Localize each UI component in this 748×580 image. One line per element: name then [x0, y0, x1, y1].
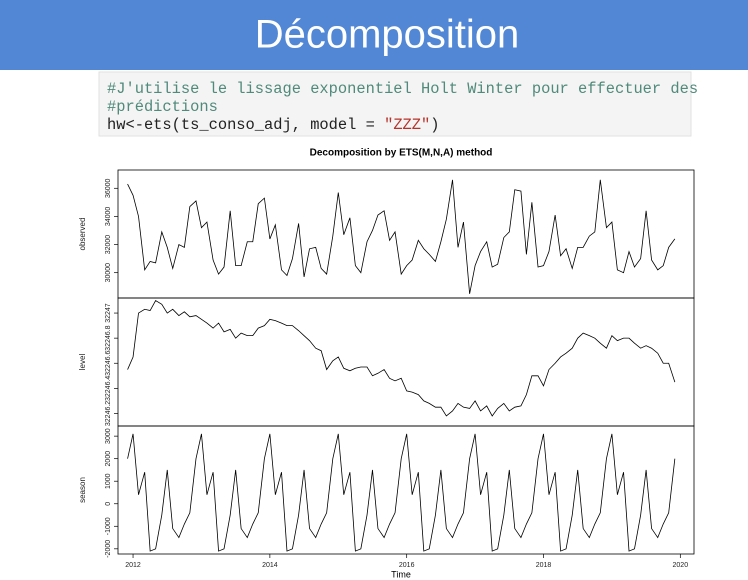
y-tick-label: 32246.2 [105, 401, 112, 426]
y-tick-label: 1000 [105, 473, 112, 489]
code-token: #prédictions [107, 98, 218, 116]
x-tick-label: 2014 [262, 562, 278, 569]
series-line [127, 299, 676, 417]
code-line: #prédictions [107, 98, 218, 116]
y-tick-label: 36000 [105, 178, 112, 198]
slide-title: Décomposition [255, 13, 520, 57]
x-tick-label: 2018 [536, 562, 552, 569]
x-tick-label: 2016 [399, 562, 415, 569]
code-line: hw<-ets(ts_conso_adj, model = "ZZZ") [107, 116, 440, 134]
y-axis-label: observed [78, 218, 87, 251]
x-tick-label: 2012 [125, 562, 141, 569]
chart: 30000320003400036000observed32246.232246… [78, 169, 695, 569]
y-tick-label: 2000 [105, 451, 112, 467]
code-line: #J'utilise le lissage exponentiel Holt W… [107, 80, 698, 98]
y-axis-label: season [78, 477, 87, 503]
code-token: hw<-ets(ts_conso_adj, model = [107, 116, 384, 134]
code-block: #J'utilise le lissage exponentiel Holt W… [107, 80, 698, 134]
y-tick-label: 0 [105, 502, 112, 506]
code-box [98, 71, 692, 137]
y-tick-label: 34000 [105, 207, 112, 227]
y-tick-label: 30000 [105, 263, 112, 283]
code-token: #J'utilise le lissage exponentiel Holt W… [107, 80, 698, 98]
series-line [127, 179, 676, 294]
y-tick-label: 32246.6 [105, 351, 112, 376]
code-token: ) [430, 116, 439, 134]
panel-frame [117, 425, 695, 555]
y-tick-label: 32246.8 [105, 325, 112, 350]
y-axis-label: level [78, 354, 87, 371]
chart-title: Decomposition by ETS(M,N,A) method [310, 148, 493, 159]
x-tick-label: 2020 [673, 562, 689, 569]
header-bar [0, 0, 748, 70]
y-tick-label: 32000 [105, 235, 112, 255]
y-tick-label: 32246.4 [105, 376, 112, 401]
y-tick-label: 3000 [105, 428, 112, 444]
y-tick-label: 32247 [105, 303, 112, 323]
code-token: "ZZZ" [384, 116, 430, 134]
x-axis-label: Time [391, 569, 411, 579]
y-tick-label: -1000 [105, 517, 112, 535]
series-line [127, 433, 676, 552]
y-tick-label: -2000 [105, 540, 112, 558]
